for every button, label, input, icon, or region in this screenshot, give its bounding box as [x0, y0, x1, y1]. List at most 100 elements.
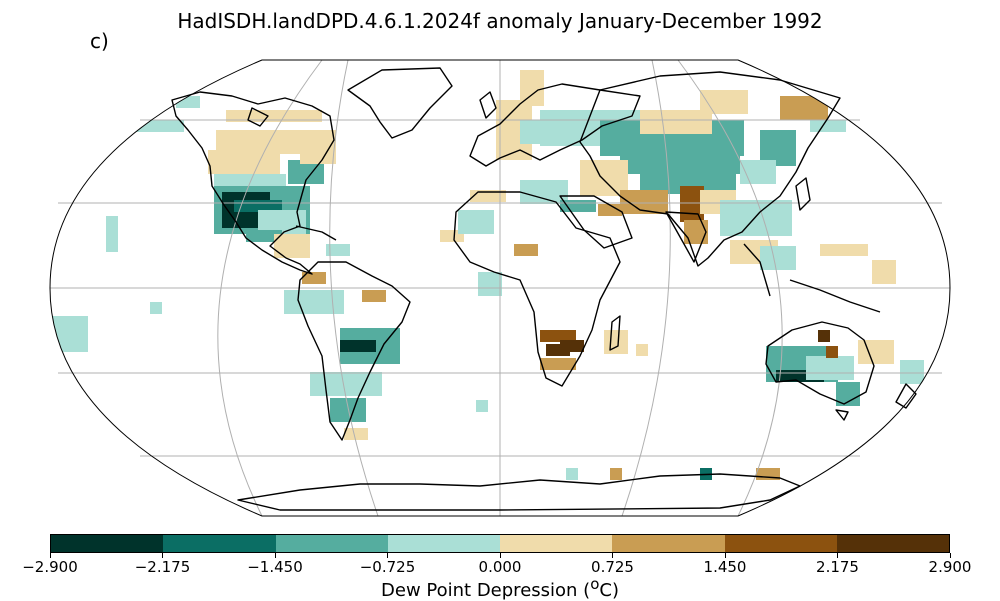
anomaly-gridbox: [830, 368, 842, 380]
anomaly-gridbox: [616, 172, 628, 184]
anomaly-gridbox: [700, 90, 712, 102]
anomaly-gridbox: [312, 172, 324, 184]
anomaly-gridbox: [844, 244, 856, 256]
anomaly-gridbox: [584, 200, 596, 212]
colorbar-bin-7: [836, 535, 949, 552]
anomaly-gridbox: [288, 172, 300, 184]
anomaly-gridbox: [532, 180, 544, 192]
anomaly-gridbox: [540, 110, 552, 122]
anomaly-gridbox: [478, 284, 490, 296]
colorbar-bin-5: [612, 535, 725, 552]
anomaly-gridbox: [352, 352, 364, 364]
anomaly-gridbox: [540, 134, 552, 146]
anomaly-gridbox: [580, 160, 592, 172]
anomaly-gridbox: [744, 200, 756, 212]
anomaly-gridbox: [724, 190, 736, 202]
anomaly-gridbox: [742, 252, 754, 264]
anomaly-gridbox: [680, 150, 692, 162]
anomaly-gridbox: [668, 150, 680, 162]
anomaly-gridbox: [346, 384, 358, 396]
anomaly-gridbox: [458, 210, 470, 222]
anomaly-gridbox: [810, 120, 822, 132]
anomaly-gridbox: [766, 358, 778, 370]
anomaly-gridbox: [806, 368, 818, 380]
anomaly-gridbox: [458, 222, 470, 234]
anomaly-gridbox: [792, 108, 804, 120]
anomaly-gridbox: [832, 244, 844, 256]
anomaly-gridbox: [540, 122, 552, 134]
anomaly-gridbox: [640, 110, 652, 122]
anomaly-gridbox: [580, 172, 592, 184]
anomaly-gridbox: [240, 130, 252, 142]
anomaly-gridbox: [388, 352, 400, 364]
anomaly-gridbox: [298, 234, 310, 246]
anomaly-gridbox: [244, 162, 256, 174]
anomaly-gridbox: [652, 122, 664, 134]
anomaly-gridbox: [532, 192, 544, 204]
anomaly-gridbox: [688, 122, 700, 134]
anomaly-gridbox: [520, 148, 532, 160]
anomaly-gridbox: [592, 172, 604, 184]
anomaly-gridbox: [688, 110, 700, 122]
anomaly-gridbox: [482, 210, 494, 222]
anomaly-gridbox: [476, 400, 488, 412]
anomaly-gridbox: [572, 200, 584, 212]
anomaly-gridbox: [220, 162, 232, 174]
anomaly-gridbox: [680, 186, 692, 198]
anomaly-gridbox: [520, 180, 532, 192]
anomaly-gridbox: [858, 352, 870, 364]
anomaly-gridbox: [708, 132, 720, 144]
anomaly-gridbox: [374, 290, 386, 302]
anomaly-gridbox: [712, 170, 724, 182]
anomaly-gridbox: [604, 184, 616, 196]
anomaly-gridbox: [226, 110, 238, 122]
anomaly-gridbox: [238, 110, 250, 122]
anomaly-gridbox: [648, 132, 660, 144]
anomaly-gridbox: [470, 210, 482, 222]
anomaly-gridbox: [270, 210, 282, 222]
anomaly-gridbox: [616, 342, 628, 354]
anomaly-gridbox: [598, 204, 610, 216]
anomaly-gridbox: [310, 110, 322, 122]
anomaly-gridbox: [208, 150, 220, 162]
anomaly-gridbox: [520, 70, 532, 82]
anomaly-gridbox: [340, 328, 352, 340]
anomaly-gridbox: [636, 132, 648, 144]
anomaly-gridbox: [222, 216, 234, 228]
anomaly-gridbox: [744, 212, 756, 224]
anomaly-gridbox: [760, 130, 772, 142]
anomaly-gridbox: [310, 384, 322, 396]
anomaly-gridbox: [872, 272, 884, 284]
anomaly-gridbox: [820, 244, 832, 256]
anomaly-gridbox: [856, 244, 868, 256]
anomaly-gridbox: [656, 202, 668, 214]
colorbar: [50, 534, 950, 553]
anomaly-gridbox: [640, 122, 652, 134]
anomaly-gridbox: [656, 150, 668, 162]
anomaly-gridbox: [612, 120, 624, 132]
anomaly-gridbox: [842, 368, 854, 380]
colorbar-tick-label: −2.900: [22, 558, 78, 576]
anomaly-gridbox: [52, 316, 64, 328]
anomaly-gridbox: [364, 340, 376, 352]
anomaly-gridbox: [818, 368, 830, 380]
colorbar-bin-3: [387, 535, 500, 552]
anomaly-gridbox: [768, 200, 780, 212]
anomaly-gridbox: [330, 410, 342, 422]
anomaly-gridbox: [334, 372, 346, 384]
anomaly-gridbox: [286, 110, 298, 122]
anomaly-gridbox: [216, 130, 228, 142]
anomaly-gridbox: [470, 222, 482, 234]
anomaly-gridbox: [684, 220, 696, 232]
anomaly-gridbox: [740, 160, 752, 172]
anomaly-gridbox: [730, 252, 742, 264]
anomaly-gridbox: [564, 134, 576, 146]
panel-label: c): [90, 29, 109, 53]
anomaly-gridbox: [700, 122, 712, 134]
anomaly-gridbox: [298, 186, 310, 198]
anomaly-gridbox: [576, 122, 588, 134]
anomaly-gridbox: [836, 382, 848, 394]
anomaly-gridbox: [756, 212, 768, 224]
anomaly-gridbox: [330, 398, 342, 410]
anomaly-gridbox: [604, 172, 616, 184]
